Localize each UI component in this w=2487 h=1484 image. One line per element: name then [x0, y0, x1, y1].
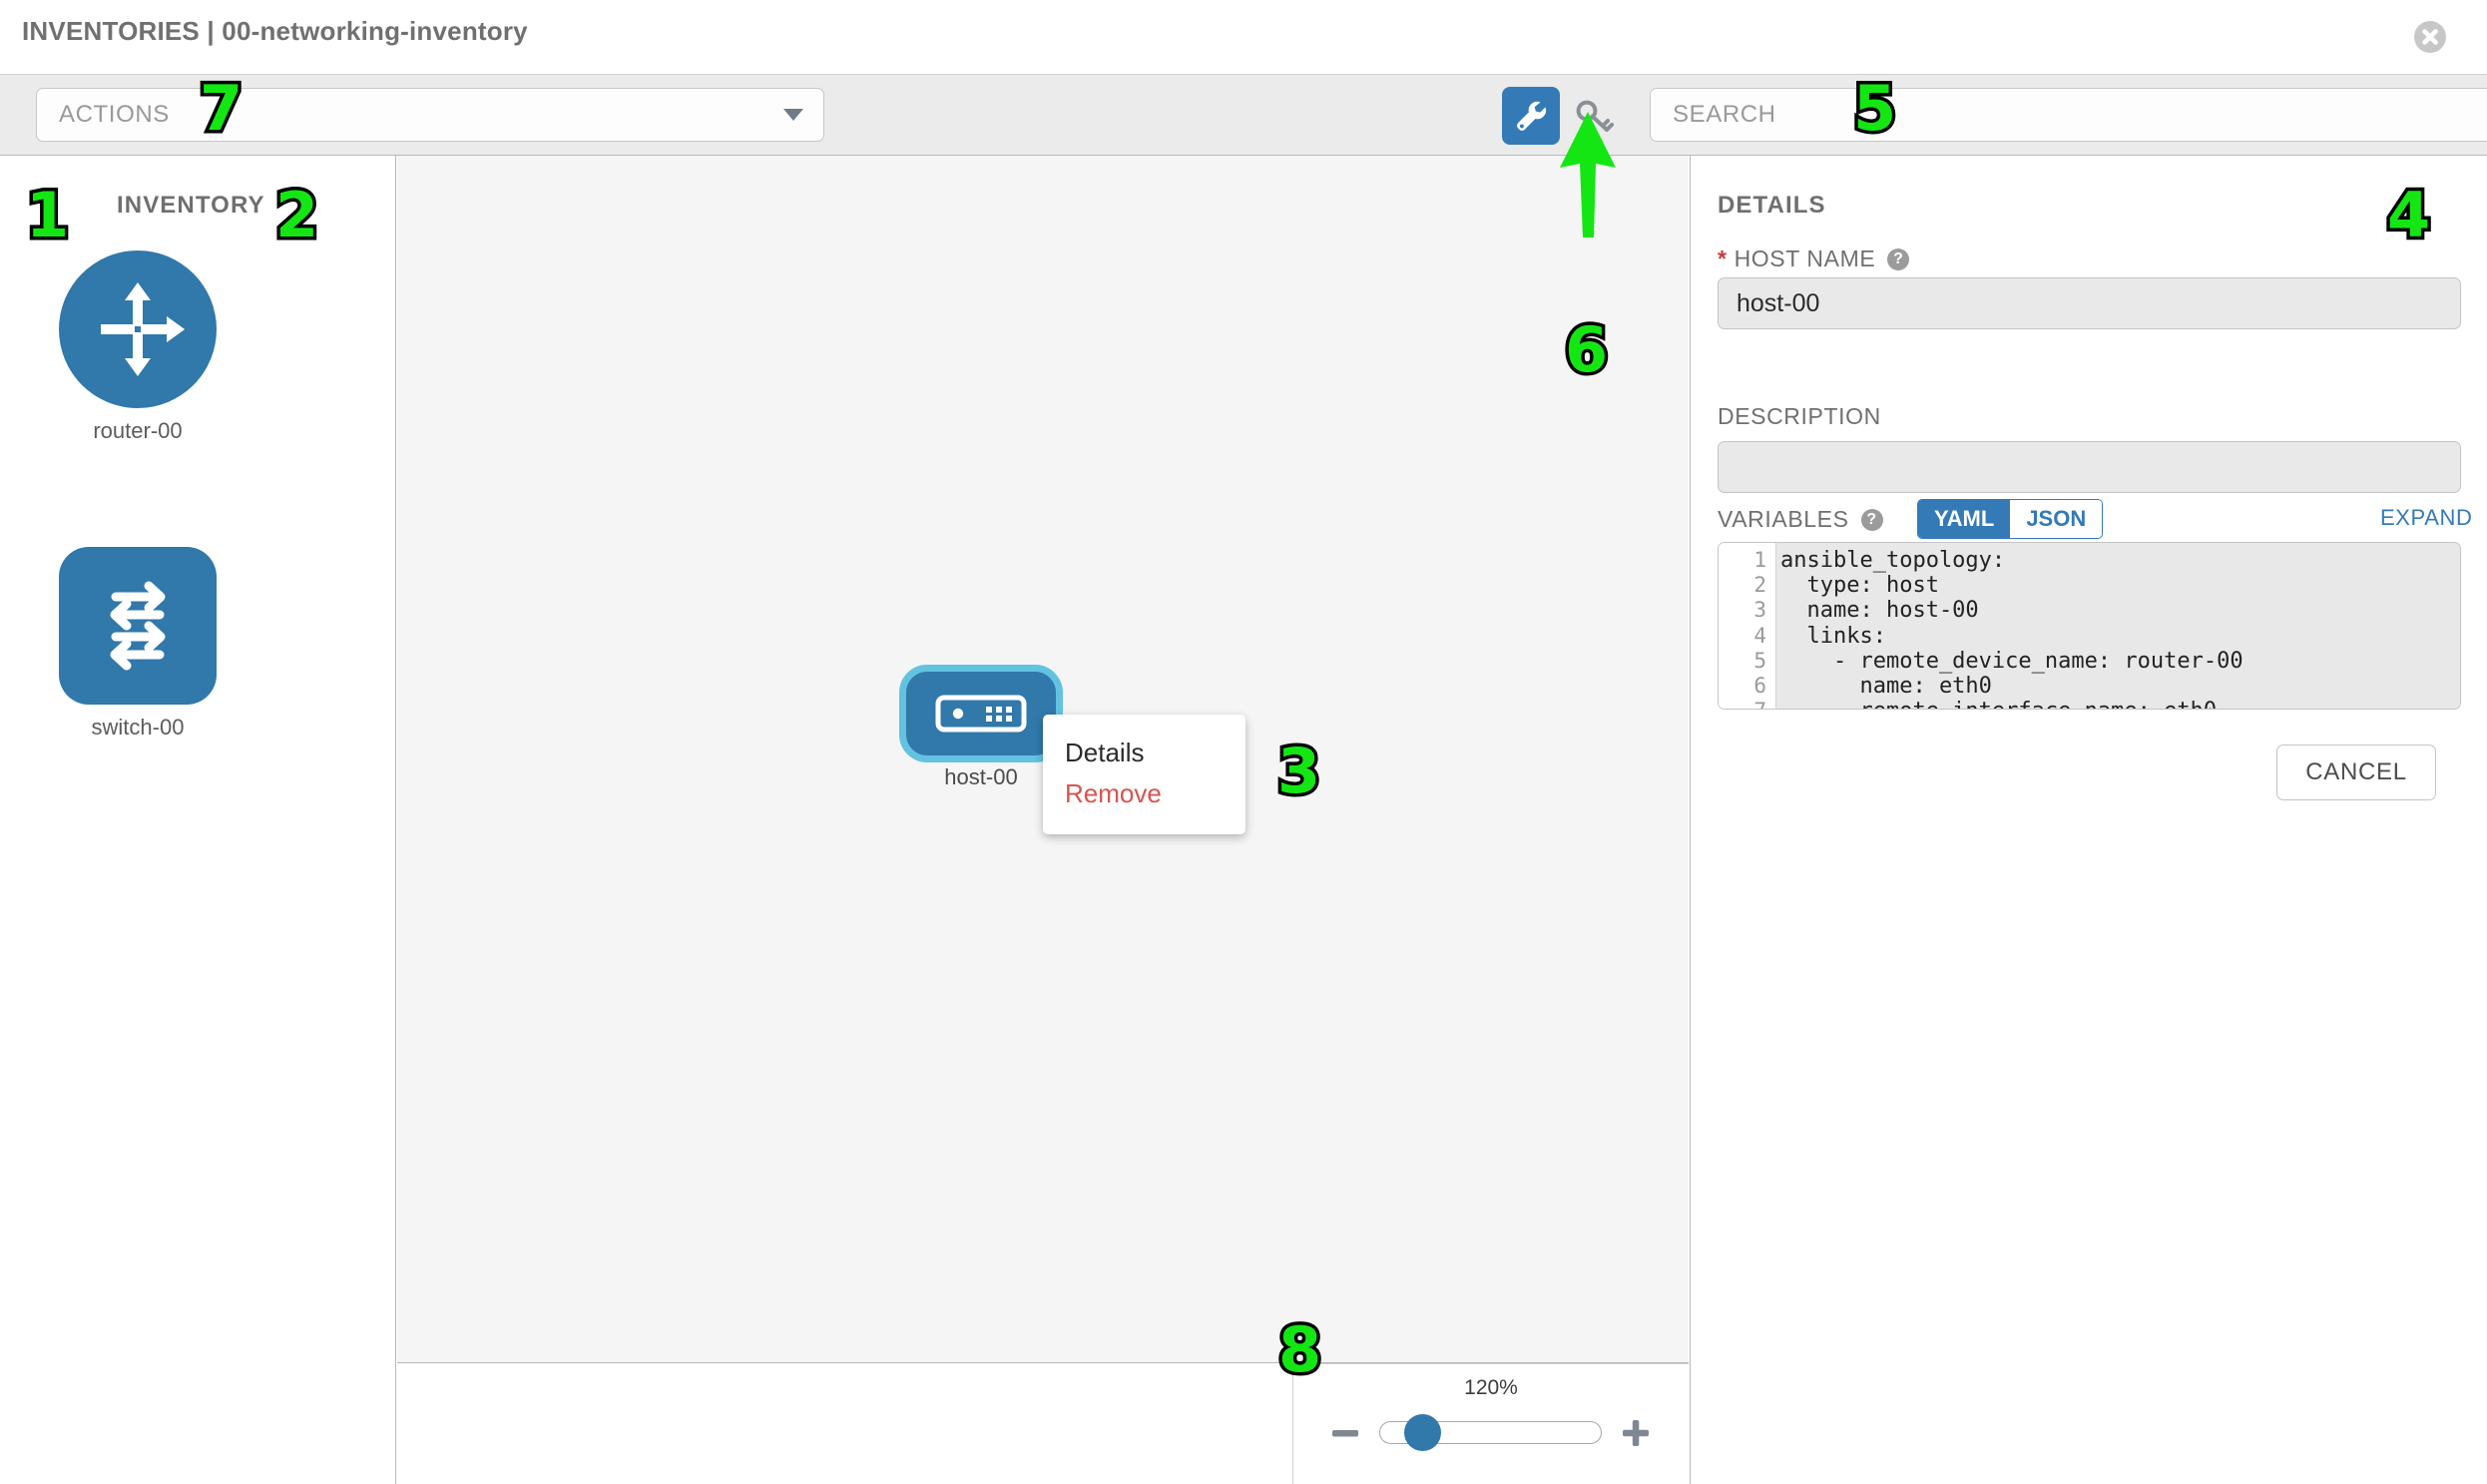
zoom-in-button[interactable] — [1619, 1416, 1653, 1450]
code-line: links: — [1780, 623, 1886, 649]
topology-node-host-00[interactable]: host-00 — [899, 665, 1063, 800]
toolbar: ACTIONS SEARCH — [0, 74, 2487, 156]
zoom-out-button[interactable] — [1328, 1416, 1362, 1450]
host-name-value: host-00 — [1737, 288, 1820, 317]
variables-label-text: VARIABLES — [1718, 506, 1849, 532]
gutter-line-number: 2 — [1753, 573, 1766, 598]
host-name-label-text: HOST NAME — [1734, 246, 1876, 271]
gutter-line-number: 4 — [1753, 623, 1766, 648]
code-line: ansible_topology: — [1780, 548, 2006, 573]
code-line: remote_interface_name: eth0 — [1780, 699, 2460, 709]
sidebar-item-switch-00[interactable]: switch-00 — [38, 547, 238, 741]
code-line: - remote_device_name: router-00 — [1780, 648, 2243, 674]
expand-link[interactable]: EXPAND — [2380, 505, 2473, 530]
wrench-icon — [1517, 101, 1547, 131]
server-icon — [935, 695, 1027, 733]
cancel-button[interactable]: CANCEL — [2276, 744, 2436, 800]
gutter-line-number: 3 — [1753, 598, 1766, 623]
variables-code-editor[interactable]: 1 2 3 4 5 6 7 ansible_topology: type: ho… — [1718, 542, 2461, 710]
gutter-line-number: 5 — [1753, 648, 1766, 673]
description-label: DESCRIPTION — [1718, 403, 1881, 429]
sidebar-item-label: router-00 — [93, 418, 183, 443]
inventory-sidebar: INVENTORY router-00 — [0, 156, 396, 1484]
key-icon — [1576, 100, 1614, 132]
close-icon[interactable] — [2409, 16, 2451, 58]
gutter-line-number: 1 — [1753, 548, 1766, 572]
format-option-json[interactable]: JSON — [2010, 500, 2103, 538]
router-icon — [59, 250, 217, 408]
question-circle-icon[interactable]: ? — [1887, 247, 1910, 270]
sidebar-item-label: switch-00 — [91, 715, 185, 740]
key-button[interactable] — [1572, 95, 1618, 141]
wrench-button[interactable] — [1502, 87, 1560, 145]
zoom-level-label: 120% — [1464, 1376, 1518, 1399]
context-menu-item-remove[interactable]: Remove — [1065, 778, 1162, 808]
variables-format-toggle[interactable]: YAML JSON — [1917, 499, 2104, 539]
host-name-field[interactable]: host-00 — [1718, 277, 2461, 329]
node-context-menu[interactable]: Details Remove — [1043, 715, 1245, 834]
page-title: INVENTORIES | 00-networking-inventory — [22, 16, 528, 46]
code-gutter: 1 2 3 4 5 6 7 — [1719, 543, 1776, 709]
code-line: name: eth0 — [1780, 673, 1992, 699]
zoom-control-panel: 120% — [1292, 1363, 1689, 1484]
topology-node-label: host-00 — [899, 764, 1063, 790]
gutter-line-number: 6 — [1753, 673, 1766, 698]
format-option-yaml[interactable]: YAML — [1918, 500, 2011, 538]
sidebar-heading: INVENTORY — [117, 192, 265, 219]
topology-canvas[interactable]: host-00 Details Remove — [397, 156, 1689, 1363]
window-header: INVENTORIES | 00-networking-inventory — [0, 0, 2487, 74]
variables-label: VARIABLES ? — [1718, 506, 1883, 533]
question-circle-icon[interactable]: ? — [1860, 508, 1883, 531]
topology-node-body[interactable] — [899, 665, 1063, 762]
actions-dropdown-label: ACTIONS — [59, 101, 170, 128]
minus-icon — [1332, 1430, 1358, 1437]
search-input-placeholder: SEARCH — [1673, 101, 1776, 128]
switch-icon — [59, 547, 217, 705]
code-body[interactable]: ansible_topology: type: host name: host-… — [1776, 543, 2460, 709]
code-line: name: host-00 — [1780, 598, 1979, 624]
details-panel: DETAILS * HOST NAME ? host-00 DESCRIPTIO… — [1690, 156, 2487, 1484]
host-name-label: * HOST NAME ? — [1718, 246, 1910, 272]
chevron-down-icon — [783, 109, 803, 121]
plus-icon — [1623, 1420, 1649, 1446]
gutter-line-number: 7 — [1719, 699, 1775, 709]
required-marker: * — [1718, 246, 1728, 271]
description-field[interactable] — [1718, 441, 2461, 493]
actions-dropdown[interactable]: ACTIONS — [36, 88, 824, 142]
search-input[interactable]: SEARCH — [1650, 88, 2487, 142]
context-menu-item-details[interactable]: Details — [1065, 738, 1145, 767]
details-heading: DETAILS — [1718, 192, 1826, 219]
zoom-slider-handle[interactable] — [1404, 1414, 1441, 1451]
sidebar-item-router-00[interactable]: router-00 — [38, 250, 238, 444]
code-line: type: host — [1780, 573, 1939, 599]
